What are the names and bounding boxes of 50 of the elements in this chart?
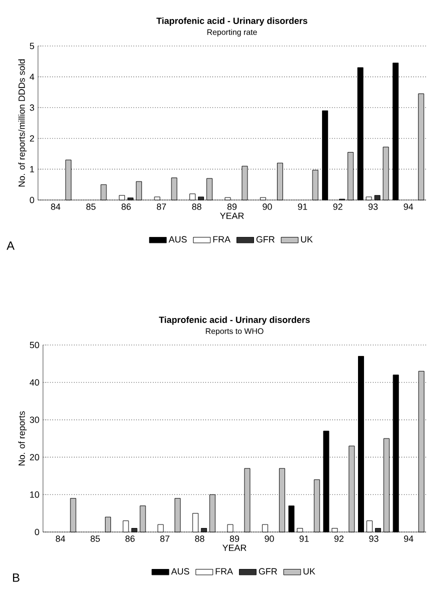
x-tick-label: 84 [51, 204, 60, 210]
y-tick-label: 5 [30, 42, 34, 50]
x-tick-label: 91 [298, 204, 308, 210]
legend-label: AUS [171, 568, 190, 575]
legend-label: UK [304, 568, 316, 574]
x-tick-label: 85 [90, 536, 100, 542]
x-tick-label: 94 [404, 204, 414, 210]
legend-label: FRA [213, 236, 230, 242]
y-tick-label: 20 [30, 454, 40, 460]
x-axis-title: YEAR [222, 544, 246, 551]
x-tick-label: 89 [227, 204, 237, 210]
x-tick-label: 84 [56, 536, 66, 542]
x-tick-label: 87 [160, 536, 170, 542]
legend-label: UK [301, 236, 313, 242]
y-tick-label: 10 [30, 491, 40, 498]
x-tick-label: 93 [368, 204, 378, 210]
x-tick-label: 88 [192, 204, 202, 210]
legend-label: FRA [216, 568, 233, 574]
y-tick-label: 4 [30, 74, 34, 80]
text: A [6, 242, 15, 250]
y-tick-label: 0 [34, 528, 40, 536]
x-axis-title: YEAR [220, 212, 244, 219]
text: B [13, 574, 20, 582]
y-tick-label: 3 [30, 104, 34, 111]
x-tick-label: 87 [156, 204, 166, 210]
legend-label: GFR [256, 236, 275, 243]
x-tick-label: 90 [264, 536, 274, 542]
y-axis-title: No. of reports [18, 411, 27, 466]
x-tick-label: 86 [122, 204, 131, 210]
chart-title: Tiaprofenic acid - Urinary disorders [158, 316, 310, 325]
x-tick-label: 91 [300, 536, 309, 542]
x-tick-label: 85 [86, 204, 96, 210]
x-tick-label: 92 [334, 536, 344, 542]
y-tick-label: 0 [30, 196, 34, 204]
legend-label: GFR [258, 568, 278, 575]
x-tick-label: 92 [333, 204, 342, 210]
y-tick-label: 30 [30, 416, 40, 423]
y-tick-label: 40 [30, 379, 40, 386]
x-tick-label: 94 [404, 536, 414, 542]
y-tick-label: 50 [30, 342, 40, 348]
y-tick-label: 2 [30, 135, 34, 142]
y-tick-label: 1 [30, 166, 34, 172]
x-tick-label: 93 [369, 536, 378, 542]
chart-title: Tiaprofenic acid - Urinary disorders [156, 17, 308, 26]
legend-label: AUS [168, 236, 187, 243]
x-tick-label: 86 [125, 536, 135, 542]
x-tick-label: 88 [195, 536, 204, 542]
x-tick-label: 90 [262, 204, 272, 210]
x-tick-label: 89 [230, 536, 240, 542]
y-axis-title: No. of reports/million DDDs sold [18, 59, 27, 186]
